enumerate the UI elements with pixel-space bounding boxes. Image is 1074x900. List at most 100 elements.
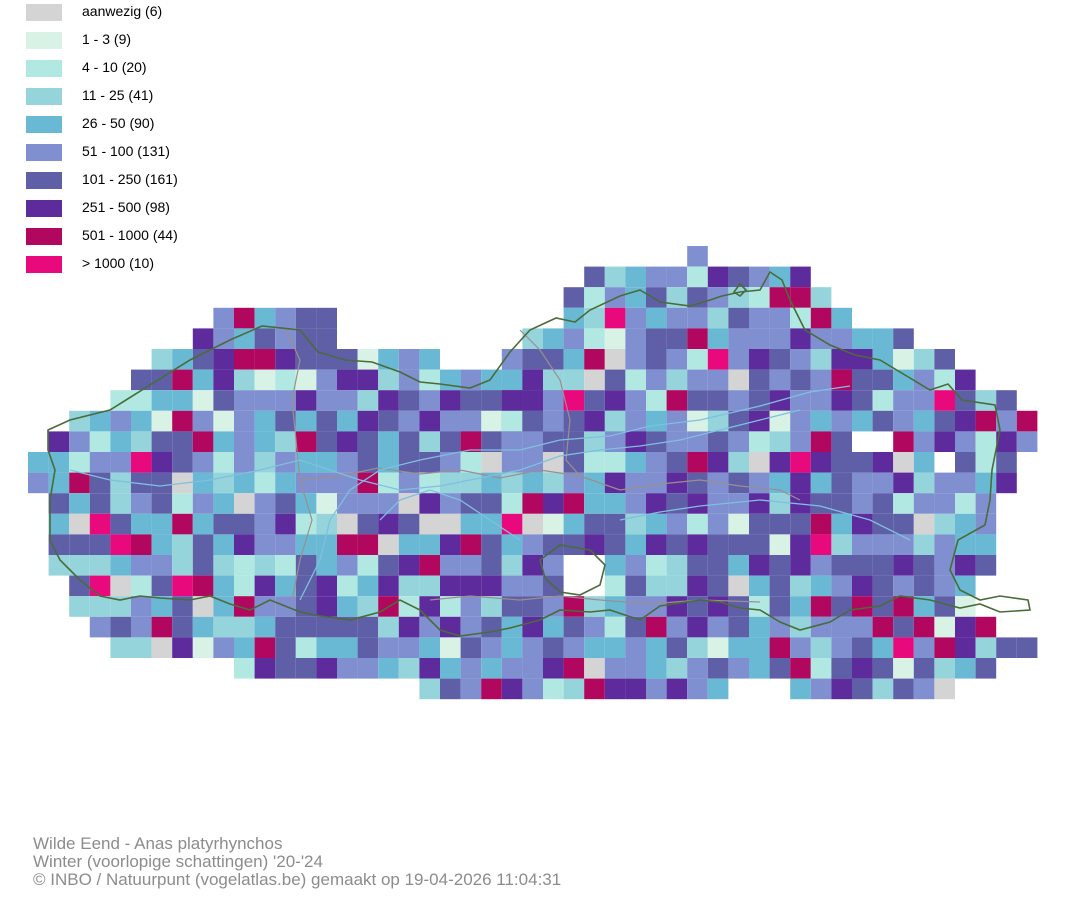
grid-cell: [295, 349, 317, 370]
river: [619, 499, 911, 541]
grid-cell: [934, 431, 955, 452]
grid-cell: [295, 534, 317, 555]
grid-cell: [646, 307, 667, 329]
grid-cell: [790, 390, 811, 411]
grid-cell: [955, 431, 976, 452]
grid-cell: [131, 534, 152, 555]
grid-cell: [543, 369, 564, 391]
grid-cell: [769, 493, 791, 514]
grid-cell: [625, 493, 646, 514]
grid-cell: [543, 555, 564, 576]
grid-cell: [563, 307, 585, 329]
grid-cell: [563, 349, 585, 370]
grid-cell: [501, 637, 523, 658]
grid-cell: [810, 431, 832, 452]
grid-cell: [955, 513, 976, 535]
grid-cell: [584, 472, 605, 494]
legend-swatch: [26, 4, 62, 21]
grid-cell: [543, 410, 564, 432]
grid-cell: [28, 452, 49, 473]
grid-cell: [481, 493, 502, 514]
grid-cell: [831, 307, 852, 329]
grid-cell: [295, 555, 317, 576]
grid-cell: [749, 390, 770, 411]
grid-cell: [275, 658, 296, 679]
legend-label: > 1000 (10): [82, 255, 154, 271]
grid-cell: [316, 390, 337, 411]
grid-cell: [913, 369, 935, 391]
grid-cell: [728, 390, 749, 411]
grid-cell: [604, 472, 626, 494]
rivers: [69, 385, 911, 601]
grid-cell: [419, 513, 440, 535]
grid-cell: [913, 513, 935, 535]
grid-cell: [151, 513, 173, 535]
grid-cell: [749, 452, 770, 473]
grid-cell: [419, 658, 440, 679]
grid-cell: [110, 616, 131, 638]
grid-cell: [687, 410, 708, 432]
grid-cell: [666, 616, 688, 638]
grid-cell: [398, 534, 420, 555]
grid-cell: [707, 410, 729, 432]
grid-cell: [481, 616, 502, 638]
grid-cell: [852, 555, 873, 576]
grid-cell: [975, 472, 997, 494]
grid-cell: [687, 307, 708, 329]
grid-cell: [604, 658, 626, 679]
grid-cell: [543, 390, 564, 411]
grid-cell: [151, 431, 173, 452]
grid-cell: [666, 678, 688, 700]
grid-cell: [831, 410, 852, 432]
grid-cell: [749, 328, 770, 349]
grid-cell: [666, 534, 688, 555]
grid-cell: [254, 328, 276, 349]
grid-cell: [584, 678, 605, 700]
grid-cell: [646, 431, 667, 452]
grid-cell: [254, 431, 276, 452]
grid-cell: [357, 390, 379, 411]
grid-cell: [295, 410, 317, 432]
grid-cell: [604, 390, 626, 411]
grid-cell: [790, 472, 811, 494]
grid-cell: [687, 246, 708, 267]
grid-cell: [604, 307, 626, 329]
grid-cell: [707, 328, 729, 349]
grid-cell: [419, 555, 440, 576]
grid-cell: [584, 637, 605, 658]
grid-cell: [543, 349, 564, 370]
grid-cell: [337, 637, 358, 658]
grid-cell: [810, 328, 832, 349]
period-label: Winter (voorlopige schattingen) '20-'24: [33, 852, 323, 871]
grid-cell: [89, 493, 111, 514]
grid-cell: [646, 287, 667, 308]
grid-cell: [337, 555, 358, 576]
grid-cell: [831, 390, 852, 411]
grid-cells: [28, 246, 1038, 700]
grid-cell: [872, 513, 894, 535]
grid-cell: [604, 678, 626, 700]
grid-cell: [790, 266, 811, 288]
grid-cell: [831, 513, 852, 535]
grid-cell: [131, 616, 152, 638]
grid-cell: [316, 349, 337, 370]
grid-cell: [666, 452, 688, 473]
grid-cell: [213, 328, 234, 349]
grid-cell: [522, 390, 543, 411]
grid-cell: [769, 328, 791, 349]
grid-cell: [893, 493, 914, 514]
grid-cell: [790, 658, 811, 679]
grid-cell: [666, 410, 688, 432]
grid-cell: [749, 369, 770, 391]
grid-cell: [501, 431, 523, 452]
grid-cell: [769, 452, 791, 473]
grid-cell: [131, 513, 152, 535]
grid-cell: [89, 596, 111, 617]
grid-cell: [790, 452, 811, 473]
grid-cell: [625, 431, 646, 452]
grid-cell: [234, 472, 255, 494]
grid-cell: [687, 616, 708, 638]
grid-cell: [481, 410, 502, 432]
grid-cell: [646, 349, 667, 370]
grid-cell: [419, 596, 440, 617]
